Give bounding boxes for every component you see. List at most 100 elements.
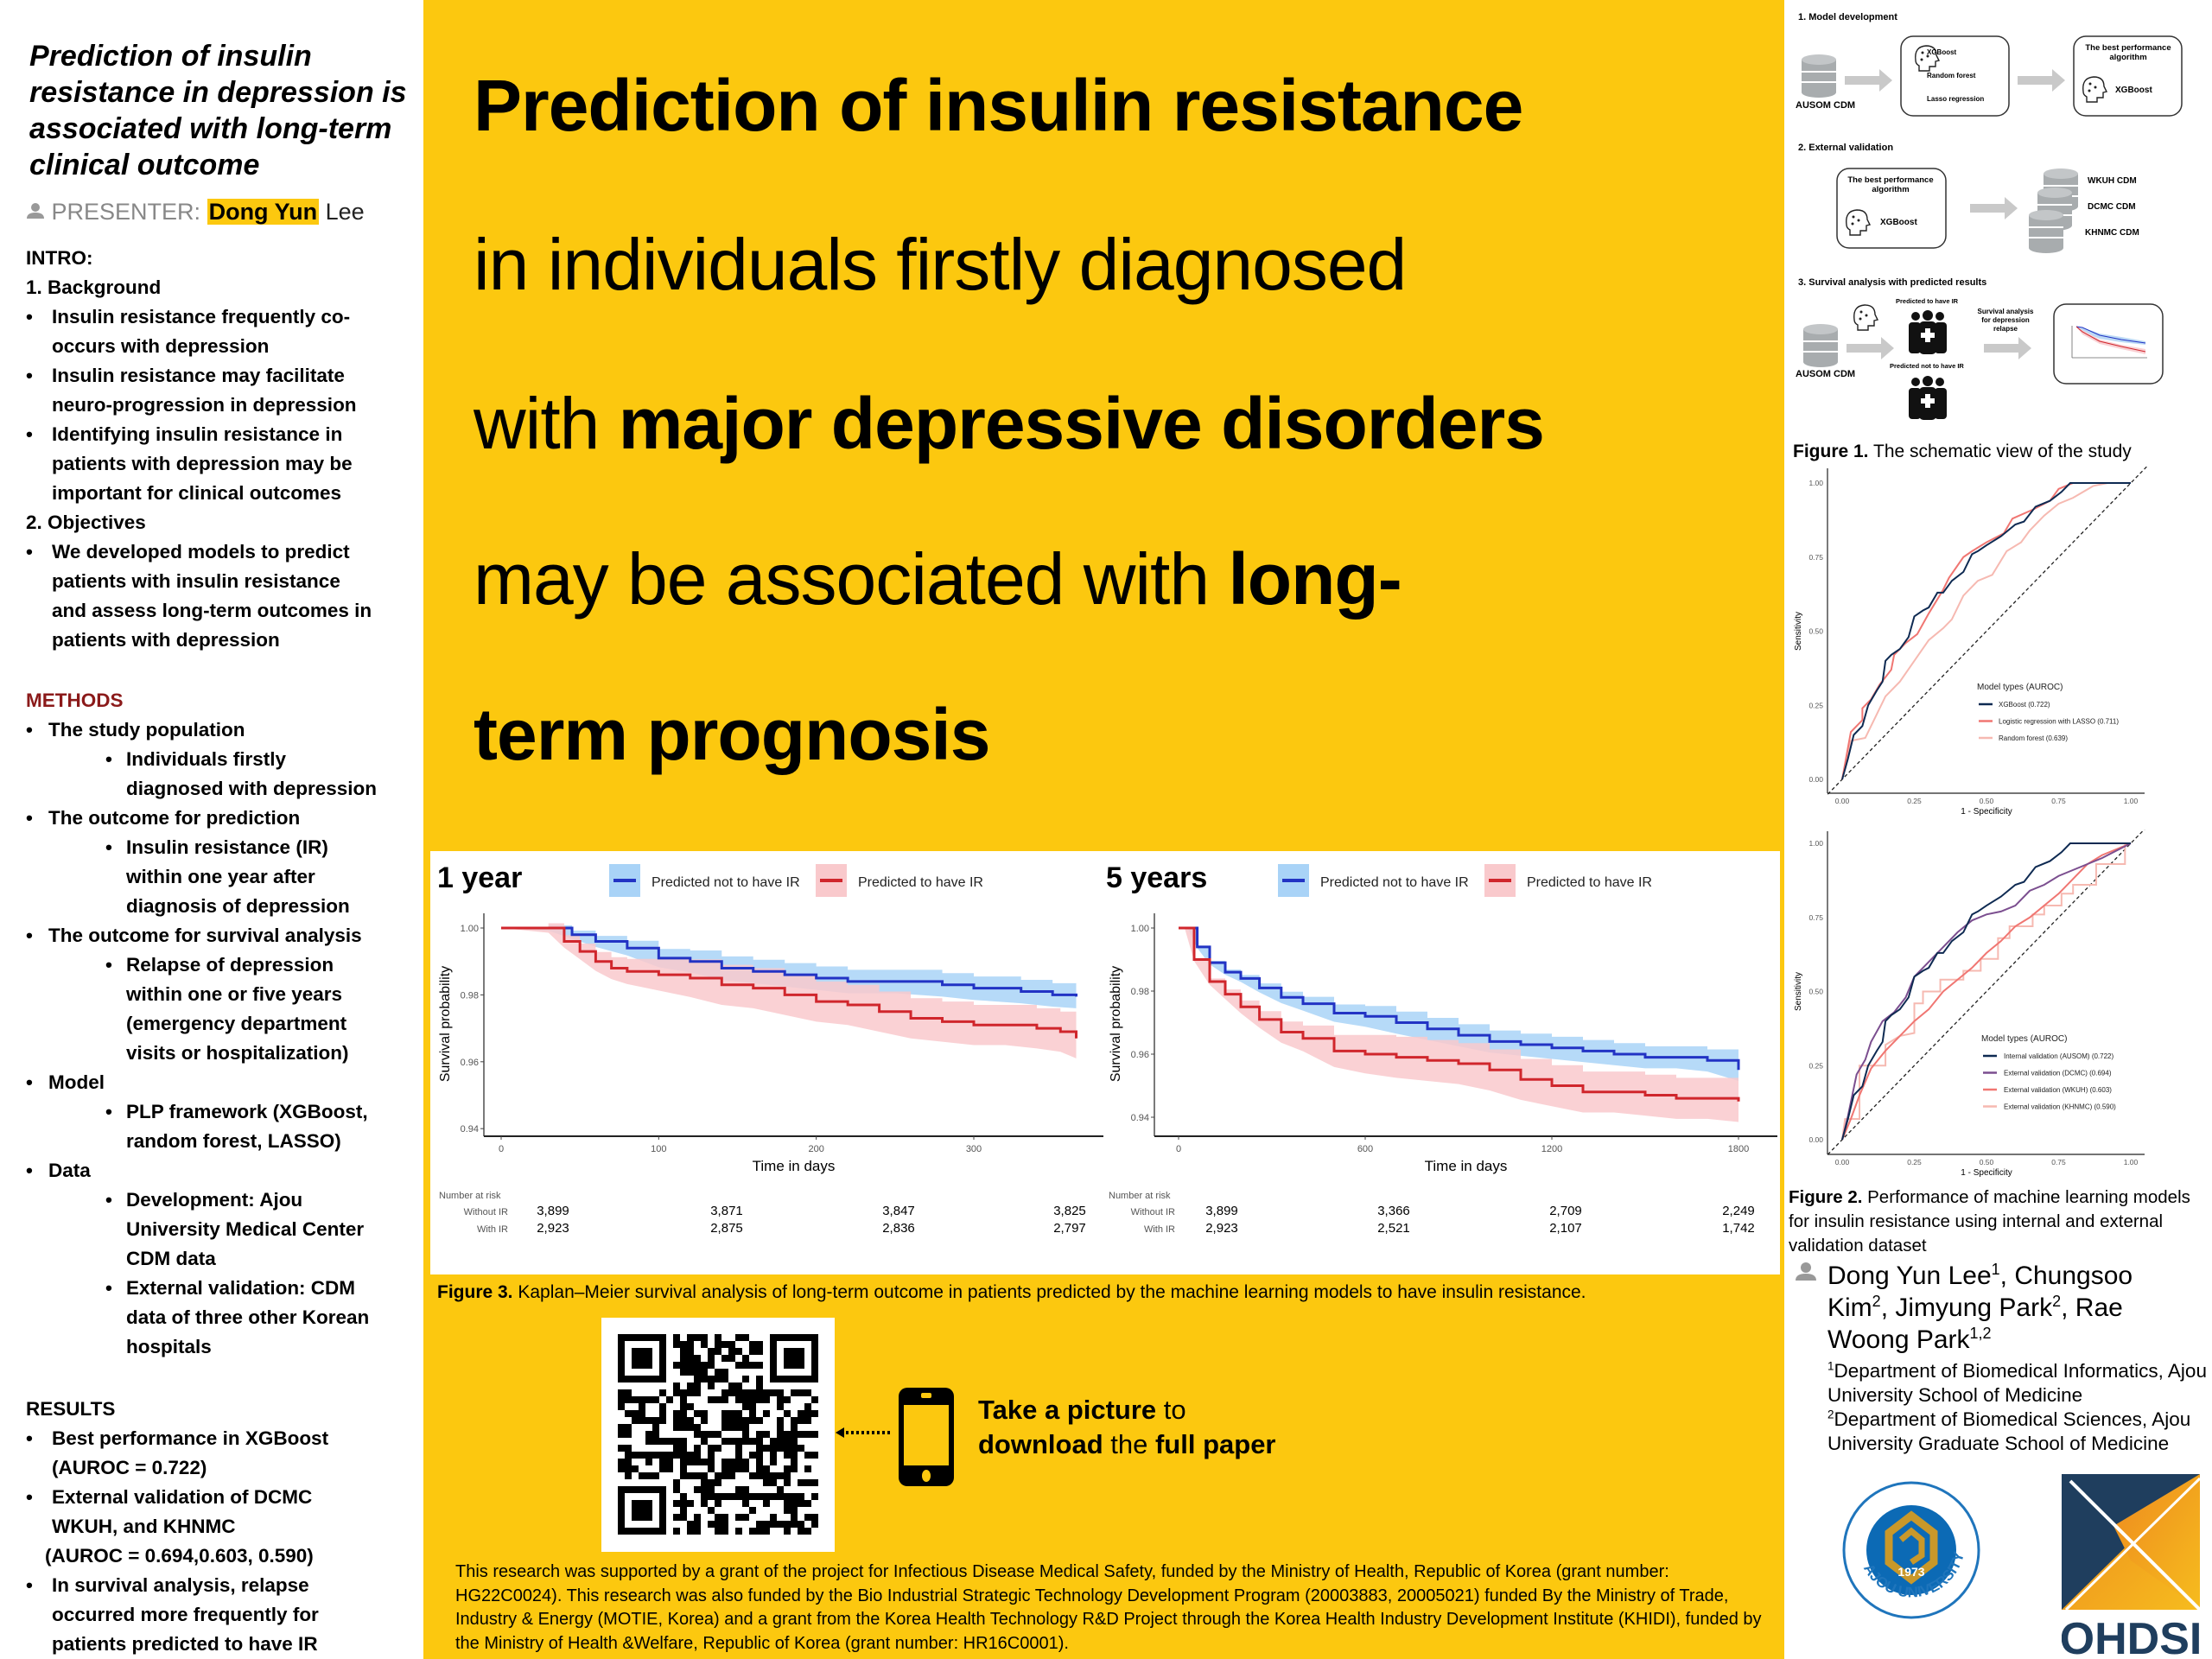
site-wkuh: WKUH CDM (2088, 176, 2137, 186)
affiliation-list: 1Department of Biomedical Informatics, A… (1827, 1359, 2212, 1456)
risk-value: 3,899 (1205, 1204, 1238, 1218)
y-tick-label: 0.25 (1808, 1061, 1823, 1070)
legend-label: External validation (WKUH) (0.603) (2004, 1086, 2112, 1094)
bullet-icon: • (26, 423, 33, 445)
risk-value: 2,521 (1377, 1221, 1410, 1236)
list-text: (emergency department (126, 1013, 347, 1034)
person-icon (26, 199, 52, 225)
ohdsi-logo: OHDSI (2062, 1474, 2202, 1659)
list-line: • The outcome for survival analysis (26, 921, 423, 950)
bullet-icon: • (26, 541, 33, 563)
affiliation-text: Department of Biomedical Informatics, Aj… (1827, 1360, 2207, 1406)
list-line: visits or hospitalization) (26, 1039, 423, 1068)
x-axis-label: Time in days (1425, 1158, 1508, 1174)
best-algorithm-label: The best performance algorithm (1847, 175, 1934, 194)
list-text: The outcome for prediction (48, 807, 301, 829)
best-algorithm-label: The best performance algorithm (2085, 43, 2171, 62)
x-tick-label: 1800 (1728, 1144, 1749, 1154)
headline-line-3: with major depressive disorders (474, 380, 1545, 467)
list-line: (AUROC = 0.722) (26, 1453, 423, 1483)
caption-text: Kaplan–Meier survival analysis of long-t… (512, 1282, 1586, 1302)
legend-label: External validation (DCMC) (0.694) (2004, 1070, 2112, 1077)
arrow-icon (1984, 337, 2031, 359)
list-text: and assess long-term outcomes in (52, 600, 372, 621)
x-tick-label: 0 (499, 1144, 504, 1154)
qr-text-bold: Take a picture (978, 1395, 1157, 1425)
list-line: random forest, LASSO) (26, 1127, 423, 1156)
funding-acknowledgement: This research was supported by a grant o… (455, 1562, 1762, 1653)
author: Rae Woong Park1,2 (1827, 1294, 2123, 1354)
brain-head-icon (1853, 304, 1878, 331)
legend-label: Predicted to have IR (1527, 875, 1652, 890)
svg-text:OHDSI: OHDSI (2062, 1614, 2202, 1659)
list-text: visits or hospitalization) (126, 1042, 349, 1064)
x-tick-label: 1200 (1541, 1144, 1562, 1154)
y-tick-label: 0.98 (461, 990, 479, 1001)
risk-value: 2,797 (1053, 1221, 1086, 1236)
y-tick-label: 0.94 (461, 1124, 479, 1135)
list-line: patients with insulin resistance (26, 567, 423, 596)
author: Dong Yun Lee1, (1827, 1262, 2014, 1290)
bullet-icon: • (105, 1189, 112, 1211)
list-line: • Insulin resistance (IR) (26, 833, 423, 862)
arrow-icon (1970, 197, 2018, 219)
list-text: We developed models to predict (52, 541, 350, 563)
km-figure: 1 year Predicted not to have IR Predicted … (430, 851, 1780, 1274)
x-tick-label: 0.25 (1907, 797, 1922, 805)
separator: , (1880, 1294, 1896, 1322)
risk-row-label: Without IR (464, 1207, 508, 1217)
separator: , (1999, 1262, 2015, 1290)
risk-value: 3,899 (537, 1204, 569, 1218)
x-tick-label: 0.00 (1835, 797, 1850, 805)
author-affiliation-mark: 1 (1991, 1261, 2000, 1278)
list-text: CDM data (126, 1248, 216, 1269)
bullet-icon: • (26, 1427, 33, 1449)
km-chart-5-years: 5 years Predicted not to have IR Predicted… (1106, 861, 1777, 1236)
roc-curve (1841, 842, 2132, 1141)
arrow-icon (2018, 69, 2065, 92)
qr-code[interactable] (601, 1318, 835, 1552)
roc-chart-models: 0.00 0.00 0.25 0.25 0.50 0.50 0.75 0.75 1.00 1.00… (1794, 467, 2148, 817)
list-text: External validation: CDM (126, 1277, 356, 1299)
list-line: • Relapse of depression (26, 950, 423, 980)
list-text: Relapse of depression (126, 954, 334, 976)
bullet-icon: • (26, 1071, 33, 1093)
list-line: CDM data (26, 1244, 423, 1274)
list-text: patients with depression may be (52, 453, 353, 474)
confidence-band (1179, 927, 1738, 1082)
presenter-last-name: Lee (325, 199, 365, 225)
legend-label: Predicted not to have IR (1320, 875, 1469, 890)
list-line: patients predicted to have IR (26, 1630, 423, 1659)
bullet-icon: • (105, 748, 112, 770)
list-text: important for clinical outcomes (52, 482, 342, 504)
bullet-icon: • (105, 836, 112, 858)
legend-label: XGBoost (0.722) (1999, 701, 2050, 709)
database-icon (1801, 54, 1837, 99)
y-tick-label: 0.50 (1808, 988, 1823, 996)
x-tick-label: 200 (808, 1144, 823, 1154)
x-tick-label: 0 (1176, 1144, 1181, 1154)
list-text: Development: Ajou (126, 1189, 303, 1211)
y-tick-label: 0.25 (1808, 701, 1823, 709)
y-tick-label: 0.00 (1808, 775, 1823, 784)
list-line: WKUH, and KHNMC (26, 1512, 423, 1541)
left-column: Prediction of insulin resistance in depr… (0, 0, 423, 1659)
list-text: diagnosed with depression (126, 778, 378, 799)
list-text: University Medical Center (126, 1218, 365, 1240)
y-tick-label: 0.98 (1131, 987, 1149, 997)
qr-text-bold: download (978, 1429, 1103, 1459)
list-line: (emergency department (26, 1009, 423, 1039)
risk-row-label: With IR (1144, 1224, 1175, 1235)
people-icon (1909, 310, 1947, 354)
affiliation: 2Department of Biomedical Sciences, Ajou… (1827, 1408, 2212, 1456)
database-icon (2028, 209, 2064, 254)
roc-curve (1841, 842, 2131, 1141)
survival-curve (501, 926, 1078, 997)
x-axis-label: 1 - Specificity (1961, 1168, 2012, 1178)
list-line: University Medical Center (26, 1215, 423, 1244)
headline-text: in individuals firstly diagnosed (474, 224, 1407, 305)
caption-label: Figure 2. (1789, 1187, 1863, 1207)
km-chart-1-year: 1 year Predicted not to have IR Predicted … (437, 861, 1103, 1236)
y-axis-label: Survival probability (438, 966, 453, 1082)
poster-short-title: Prediction of insulin resistance in depr… (29, 40, 407, 181)
